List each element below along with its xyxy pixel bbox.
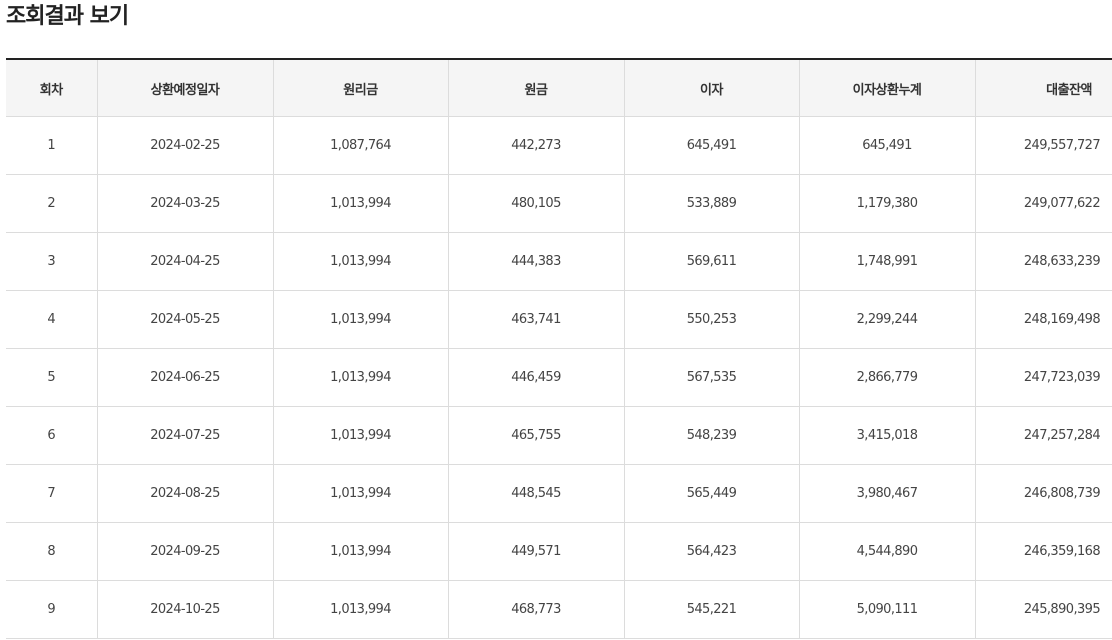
cell-cumulative-interest: 1,748,991 xyxy=(799,232,976,291)
cell-installment: 4 xyxy=(6,290,98,349)
cell-installment: 5 xyxy=(6,348,98,407)
cell-interest: 533,889 xyxy=(624,174,800,233)
cell-cumulative-interest: 1,179,380 xyxy=(799,174,976,233)
cell-interest: 550,253 xyxy=(624,290,800,349)
cell-principal-and-interest: 1,013,994 xyxy=(273,232,449,291)
cell-installment: 6 xyxy=(6,406,98,465)
cell-interest: 548,239 xyxy=(624,406,800,465)
header-installment: 회차 xyxy=(6,60,98,117)
header-interest: 이자 xyxy=(624,60,800,117)
cell-principal-and-interest: 1,013,994 xyxy=(273,174,449,233)
cell-cumulative-interest: 3,415,018 xyxy=(799,406,976,465)
table-row: 6 2024-07-25 1,013,994 465,755 548,239 3,415,… xyxy=(6,406,1112,465)
cell-loan-balance: 249,077,622 xyxy=(975,174,1112,233)
cell-principal-and-interest: 1,013,994 xyxy=(273,580,449,639)
table-row: 8 2024-09-25 1,013,994 449,571 564,423 4,544,… xyxy=(6,522,1112,581)
cell-installment: 2 xyxy=(6,174,98,233)
cell-cumulative-interest: 4,544,890 xyxy=(799,522,976,581)
cell-scheduled-date: 2024-05-25 xyxy=(97,290,274,349)
cell-scheduled-date: 2024-07-25 xyxy=(97,406,274,465)
table-row: 3 2024-04-25 1,013,994 444,383 569,611 1,748,… xyxy=(6,232,1112,291)
table-row: 2 2024-03-25 1,013,994 480,105 533,889 1,179,… xyxy=(6,174,1112,233)
cell-interest: 567,535 xyxy=(624,348,800,407)
cell-loan-balance: 247,257,284 xyxy=(975,406,1112,465)
cell-principal-and-interest: 1,013,994 xyxy=(273,522,449,581)
cell-installment: 8 xyxy=(6,522,98,581)
cell-principal: 465,755 xyxy=(448,406,625,465)
cell-cumulative-interest: 645,491 xyxy=(799,116,976,175)
cell-loan-balance: 248,633,239 xyxy=(975,232,1112,291)
cell-principal: 468,773 xyxy=(448,580,625,639)
cell-cumulative-interest: 3,980,467 xyxy=(799,464,976,523)
cell-principal-and-interest: 1,013,994 xyxy=(273,464,449,523)
cell-scheduled-date: 2024-09-25 xyxy=(97,522,274,581)
cell-principal: 444,383 xyxy=(448,232,625,291)
repayment-schedule-table: 회차 상환예정일자 원리금 원금 이자 이자상환누계 대출잔액 1 2024-02… xyxy=(6,58,1112,639)
table-row: 1 2024-02-25 1,087,764 442,273 645,491 645,49… xyxy=(6,116,1112,175)
header-principal-and-interest: 원리금 xyxy=(273,60,449,117)
cell-installment: 7 xyxy=(6,464,98,523)
cell-scheduled-date: 2024-10-25 xyxy=(97,580,274,639)
cell-loan-balance: 249,557,727 xyxy=(975,116,1112,175)
cell-scheduled-date: 2024-06-25 xyxy=(97,348,274,407)
header-cumulative-interest: 이자상환누계 xyxy=(799,60,976,117)
cell-interest: 564,423 xyxy=(624,522,800,581)
cell-cumulative-interest: 2,866,779 xyxy=(799,348,976,407)
table-header: 회차 상환예정일자 원리금 원금 이자 이자상환누계 대출잔액 xyxy=(6,60,1112,117)
cell-scheduled-date: 2024-04-25 xyxy=(97,232,274,291)
cell-principal-and-interest: 1,087,764 xyxy=(273,116,449,175)
header-row: 회차 상환예정일자 원리금 원금 이자 이자상환누계 대출잔액 xyxy=(6,60,1112,117)
cell-principal-and-interest: 1,013,994 xyxy=(273,406,449,465)
cell-principal: 449,571 xyxy=(448,522,625,581)
cell-interest: 565,449 xyxy=(624,464,800,523)
header-loan-balance: 대출잔액 xyxy=(975,60,1112,117)
cell-principal: 446,459 xyxy=(448,348,625,407)
cell-loan-balance: 246,808,739 xyxy=(975,464,1112,523)
table-row: 4 2024-05-25 1,013,994 463,741 550,253 2,299,… xyxy=(6,290,1112,349)
cell-principal: 448,545 xyxy=(448,464,625,523)
header-scheduled-date: 상환예정일자 xyxy=(97,60,274,117)
header-principal: 원금 xyxy=(448,60,625,117)
cell-interest: 569,611 xyxy=(624,232,800,291)
table-row: 5 2024-06-25 1,013,994 446,459 567,535 2,866,… xyxy=(6,348,1112,407)
cell-principal-and-interest: 1,013,994 xyxy=(273,348,449,407)
cell-loan-balance: 247,723,039 xyxy=(975,348,1112,407)
cell-loan-balance: 246,359,168 xyxy=(975,522,1112,581)
cell-interest: 545,221 xyxy=(624,580,800,639)
cell-installment: 9 xyxy=(6,580,98,639)
table-row: 9 2024-10-25 1,013,994 468,773 545,221 5,090,… xyxy=(6,580,1112,639)
cell-cumulative-interest: 5,090,111 xyxy=(799,580,976,639)
cell-installment: 3 xyxy=(6,232,98,291)
cell-scheduled-date: 2024-03-25 xyxy=(97,174,274,233)
cell-principal: 480,105 xyxy=(448,174,625,233)
table-row: 7 2024-08-25 1,013,994 448,545 565,449 3,980,… xyxy=(6,464,1112,523)
results-table: 회차 상환예정일자 원리금 원금 이자 이자상환누계 대출잔액 1 2024-02… xyxy=(6,60,1112,639)
page-title: 조회결과 보기 xyxy=(6,4,129,29)
table-body: 1 2024-02-25 1,087,764 442,273 645,491 645,49… xyxy=(6,116,1112,639)
cell-loan-balance: 245,890,395 xyxy=(975,580,1112,639)
cell-interest: 645,491 xyxy=(624,116,800,175)
cell-principal-and-interest: 1,013,994 xyxy=(273,290,449,349)
cell-principal: 463,741 xyxy=(448,290,625,349)
cell-scheduled-date: 2024-08-25 xyxy=(97,464,274,523)
cell-loan-balance: 248,169,498 xyxy=(975,290,1112,349)
cell-cumulative-interest: 2,299,244 xyxy=(799,290,976,349)
cell-scheduled-date: 2024-02-25 xyxy=(97,116,274,175)
cell-installment: 1 xyxy=(6,116,98,175)
cell-principal: 442,273 xyxy=(448,116,625,175)
